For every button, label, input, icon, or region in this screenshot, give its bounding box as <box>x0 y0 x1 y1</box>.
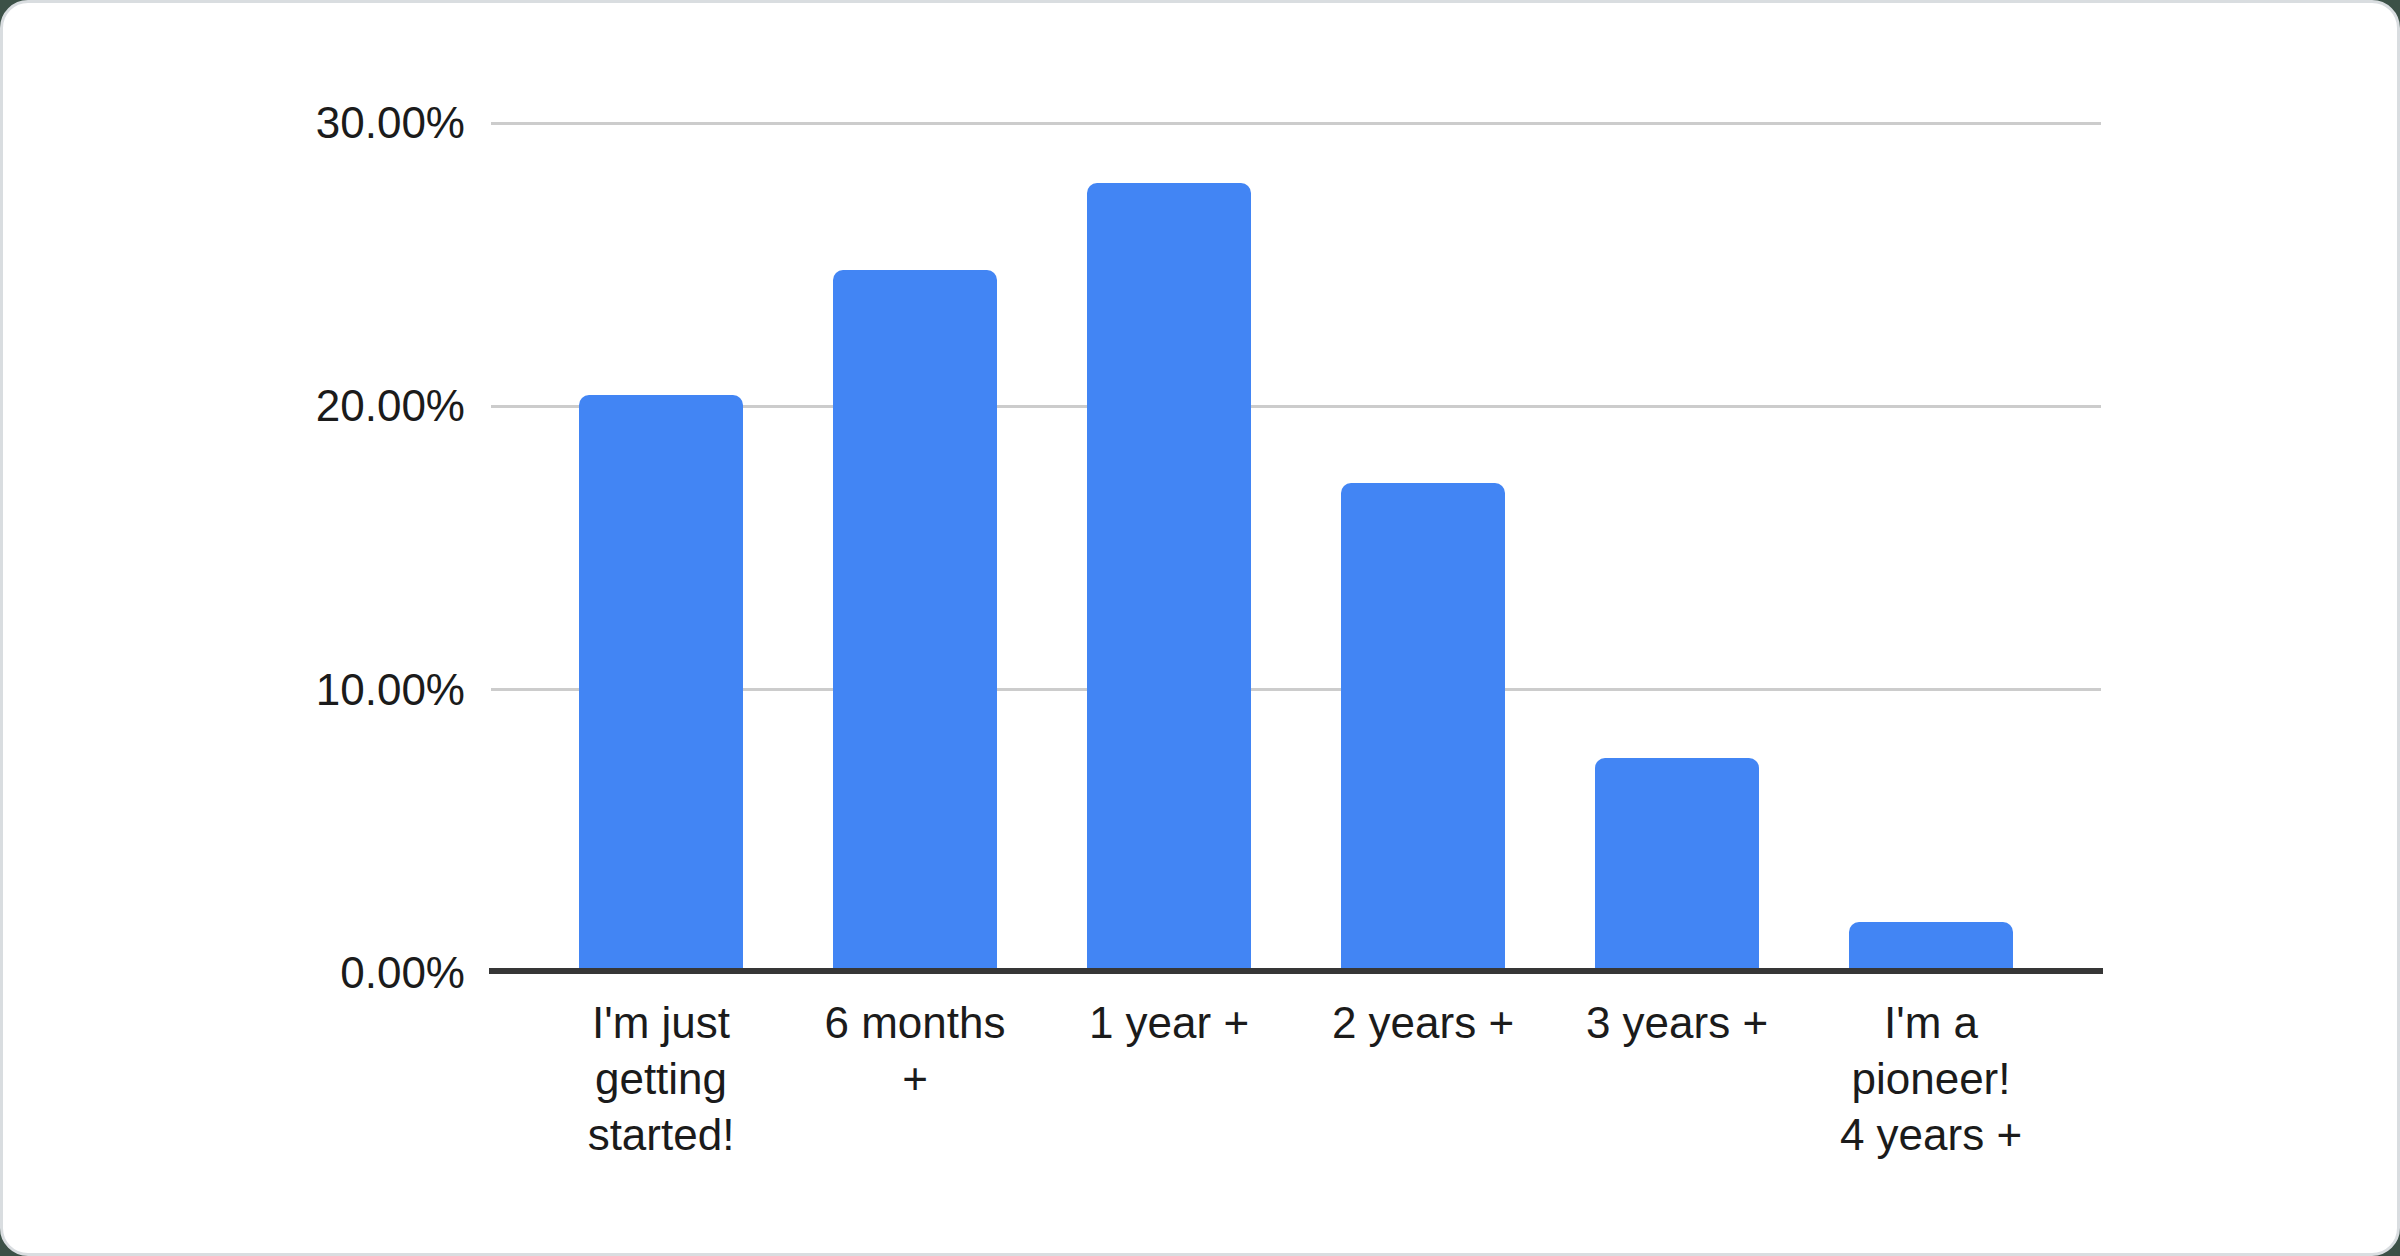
gridline-30-percent <box>491 122 2101 125</box>
x-axis-category-label: 1 year + <box>1029 995 1309 1051</box>
x-axis-category-label: 2 years + <box>1283 995 1563 1051</box>
y-axis-tick-label: 0.00% <box>123 945 465 1001</box>
bar-1[interactable] <box>579 395 743 973</box>
chart-canvas: 30.00% 20.00% 10.00% 0.00% I'm just getting… <box>0 0 2400 1256</box>
bar-6[interactable] <box>1849 922 2013 973</box>
y-axis-tick-label: 10.00% <box>123 662 465 718</box>
y-axis-tick-label: 30.00% <box>123 95 465 151</box>
x-axis-category-label: 3 years + <box>1537 995 1817 1051</box>
bar-2[interactable] <box>833 270 997 973</box>
x-axis-category-label: 6 months + <box>775 995 1055 1107</box>
y-axis-tick-label: 20.00% <box>123 378 465 434</box>
bar-3[interactable] <box>1087 183 1251 974</box>
x-axis-category-label: I'm just getting started! <box>521 995 801 1163</box>
chart-card: 30.00% 20.00% 10.00% 0.00% I'm just getting… <box>0 0 2400 1256</box>
bar-4[interactable] <box>1341 483 1505 973</box>
x-axis-line <box>489 968 2103 974</box>
x-axis-category-label: I'm a pioneer! 4 years + <box>1791 995 2071 1163</box>
bar-5[interactable] <box>1595 758 1759 973</box>
